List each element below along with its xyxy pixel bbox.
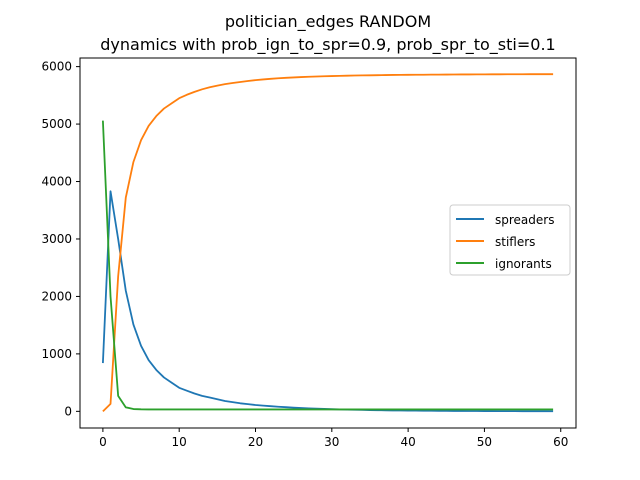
x-tick-label: 60 [553,435,568,449]
y-tick-label: 6000 [41,60,72,74]
legend-label-ignorants: ignorants [495,257,552,271]
y-tick-label: 3000 [41,232,72,246]
series-lines [101,73,554,413]
series-line-ignorants [101,120,554,411]
x-axis-ticks: 0 10 20 30 40 50 60 [99,428,568,449]
legend-label-stiflers: stiflers [495,235,535,249]
x-tick-label: 30 [324,435,339,449]
y-axis-ticks: 0 1000 2000 3000 4000 5000 6000 [41,60,80,418]
y-tick-label: 4000 [41,175,72,189]
x-tick-label: 10 [172,435,187,449]
y-tick-label: 5000 [41,117,72,131]
x-tick-label: 40 [400,435,415,449]
x-tick-label: 0 [99,435,107,449]
x-tick-label: 50 [477,435,492,449]
y-tick-label: 0 [64,404,72,418]
plot-frame [79,57,577,429]
chart-title-line-2: dynamics with prob_ign_to_spr=0.9, prob_… [100,35,555,55]
x-tick-label: 20 [248,435,263,449]
legend-box [449,204,571,276]
legend-label-spreaders: spreaders [495,213,554,227]
chart-title-line-1: politician_edges RANDOM [225,12,431,32]
legend: spreaders stiflers ignorants [449,204,571,276]
y-tick-label: 1000 [41,347,72,361]
series-line-stiflers [102,73,554,412]
y-tick-label: 2000 [41,289,72,303]
